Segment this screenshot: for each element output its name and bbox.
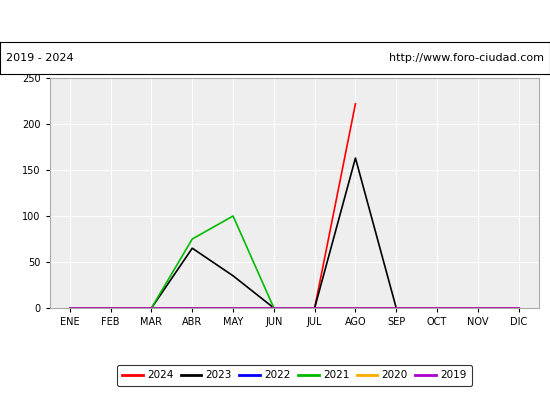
Text: Evolucion Nº Turistas Nacionales en el municipio de La Garganta: Evolucion Nº Turistas Nacionales en el m… — [22, 14, 528, 28]
Legend: 2024, 2023, 2022, 2021, 2020, 2019: 2024, 2023, 2022, 2021, 2020, 2019 — [117, 365, 472, 386]
Text: 2019 - 2024: 2019 - 2024 — [6, 53, 73, 63]
Text: http://www.foro-ciudad.com: http://www.foro-ciudad.com — [389, 53, 544, 63]
